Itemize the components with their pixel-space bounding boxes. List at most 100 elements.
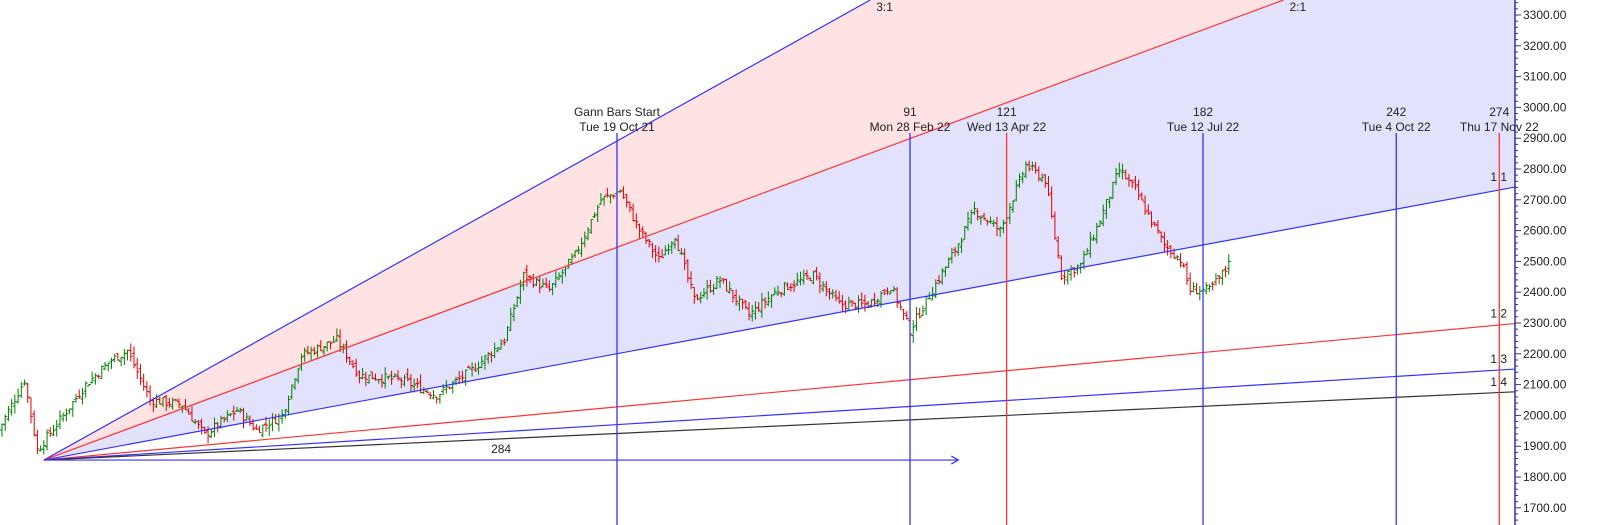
ohlc-bar <box>1088 231 1093 258</box>
ohlc-bar <box>605 187 610 198</box>
ohlc-bar <box>347 356 352 366</box>
ohlc-bar <box>689 271 694 290</box>
ohlc-bar <box>1194 282 1199 295</box>
ohlc-bar <box>1098 220 1102 228</box>
ohlc-bar <box>1197 285 1202 301</box>
ohlc-bar <box>560 269 565 284</box>
ohlc-bar <box>1085 247 1090 256</box>
ohlc-bar <box>511 303 516 322</box>
ohlc-bar <box>383 367 388 389</box>
ohlc-bar <box>1152 221 1157 227</box>
ohlc-bar <box>608 194 613 204</box>
gann-bar-count: 121 <box>997 105 1017 119</box>
ohlc-bar <box>1107 196 1112 208</box>
ohlc-bar <box>209 429 214 439</box>
ohlc-bar <box>898 301 903 310</box>
ohlc-bar <box>701 288 706 298</box>
fan-line-1-2 <box>43 322 1516 461</box>
fill-2-1-zone <box>43 0 1516 461</box>
ohlc-bar <box>1210 281 1215 291</box>
ohlc-bar <box>392 373 397 378</box>
ohlc-bar <box>814 266 819 281</box>
ohlc-bar <box>96 374 101 379</box>
ohlc-bar <box>167 398 172 408</box>
ohlc-bar <box>499 339 504 350</box>
ohlc-bar <box>415 378 420 389</box>
ohlc-bar <box>808 277 813 282</box>
ohlc-bar <box>6 405 11 421</box>
ohlc-bar <box>457 370 462 385</box>
price-axis[interactable]: 1700.00 1800.00 1900.00 2000.00 2100.00 2200.… <box>1514 0 1567 525</box>
ohlc-bar <box>103 361 108 370</box>
ohlc-bar <box>9 399 14 416</box>
ohlc-bar <box>637 223 642 239</box>
ohlc-bar <box>550 283 555 296</box>
ohlc-bar <box>280 409 285 424</box>
ohlc-bar <box>312 346 317 356</box>
gann-bar-date: Tue 4 Oct 22 <box>1362 120 1431 134</box>
ohlc-bar <box>872 292 877 307</box>
y-tick-label: 2600.00 <box>1523 224 1567 238</box>
ohlc-bar <box>1104 198 1109 219</box>
ohlc-bar <box>1023 161 1028 179</box>
ohlc-bar <box>51 425 56 437</box>
ohlc-bar <box>643 231 648 245</box>
ohlc-bar <box>177 398 182 409</box>
ohlc-bar <box>573 250 578 258</box>
ohlc-bar <box>1040 173 1045 183</box>
ohlc-bar <box>1139 192 1144 201</box>
ohlc-bar <box>12 394 17 414</box>
ohlc-bar <box>48 427 53 437</box>
ohlc-bar <box>408 374 413 392</box>
ohlc-bar <box>891 286 896 293</box>
ohlc-bar <box>57 410 62 430</box>
ohlc-bar <box>592 212 597 219</box>
ohlc-bar <box>1062 270 1067 285</box>
ohlc-bar <box>779 292 784 298</box>
ohlc-bar <box>586 227 591 241</box>
ohlc-bar <box>183 398 188 411</box>
y-tick-label: 2800.00 <box>1523 162 1567 176</box>
ohlc-bar <box>1146 204 1151 215</box>
ohlc-bar <box>286 395 291 416</box>
ohlc-bar <box>344 340 349 363</box>
y-tick-label: 2400.00 <box>1523 285 1567 299</box>
ohlc-bar <box>3 414 8 431</box>
ohlc-bar <box>1101 204 1106 227</box>
ohlc-bar <box>109 357 114 369</box>
ohlc-bar <box>321 345 326 356</box>
ohlc-bar <box>972 201 977 215</box>
ohlc-bar <box>86 383 91 387</box>
ohlc-bar <box>99 365 104 380</box>
ohlc-bar <box>672 238 677 249</box>
ohlc-bar <box>798 271 803 286</box>
ohlc-bar <box>769 294 774 308</box>
ohlc-bar <box>19 381 24 398</box>
ohlc-bar <box>953 246 958 257</box>
ohlc-bar <box>930 286 935 301</box>
ohlc-bar <box>473 363 478 372</box>
ohlc-bar <box>920 305 925 317</box>
fan-line-1-3 <box>43 368 1516 461</box>
ohlc-bar <box>634 213 639 229</box>
ohlc-bar <box>405 368 410 382</box>
ohlc-bar <box>582 231 587 248</box>
ohlc-bar <box>766 291 771 307</box>
ohlc-bar <box>962 225 967 240</box>
ohlc-bar <box>1226 254 1231 275</box>
ohlc-bar <box>505 326 510 342</box>
y-tick-label: 2000.00 <box>1523 408 1567 422</box>
ohlc-bar <box>1001 219 1006 234</box>
ohlc-bar <box>1091 234 1096 241</box>
ohlc-bar <box>125 349 130 361</box>
ohlc-bar <box>772 287 777 295</box>
ohlc-bar <box>692 286 697 304</box>
ohlc-bar <box>698 292 703 304</box>
ohlc-bar <box>61 412 66 422</box>
ohlc-bar <box>747 301 752 321</box>
ohlc-bar <box>956 243 961 256</box>
ohlc-bar <box>241 407 246 429</box>
ohlc-bar <box>998 226 1003 237</box>
